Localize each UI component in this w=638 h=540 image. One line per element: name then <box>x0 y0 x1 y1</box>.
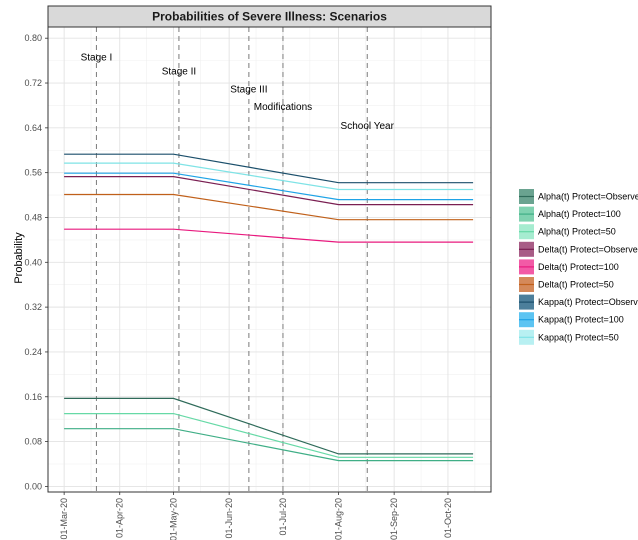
x-axis: 01-Mar-20 01-Apr-20 01-May-20 01-Jun-20 01-J… <box>59 492 453 540</box>
stage-label: School Year <box>341 121 395 132</box>
x-tick-label: 01-Oct-20 <box>443 498 453 538</box>
x-tick-label: 01-May-20 <box>169 498 179 540</box>
legend-label: Alpha(t) Protect=Observed <box>538 192 638 202</box>
legend-label: Delta(t) Protect=50 <box>538 280 614 290</box>
legend-item: Kappa(t) Protect=100 <box>519 312 624 328</box>
series-line <box>64 228 474 243</box>
x-tick-label: 01-Jul-20 <box>278 498 288 536</box>
legend-label: Kappa(t) Protect=100 <box>538 315 624 325</box>
legend-label: Alpha(t) Protect=100 <box>538 209 621 219</box>
series-line <box>64 193 474 221</box>
x-tick-label: 01-Aug-20 <box>334 498 344 540</box>
series-line <box>64 428 474 462</box>
y-tick-label: 0.80 <box>24 33 42 43</box>
legend-item: Delta(t) Protect=100 <box>519 259 619 275</box>
title-strip-background <box>47 5 492 28</box>
y-axis: 0.00 0.08 0.16 0.24 0.32 0.40 0.48 0.56 0.64 0.72… <box>24 33 48 491</box>
y-axis-title: Probability <box>13 232 25 284</box>
x-tick-label: 01-Apr-20 <box>115 498 125 538</box>
legend-label: Delta(t) Protect=100 <box>538 262 619 272</box>
legend-item: Delta(t) Protect=50 <box>519 277 614 292</box>
y-tick-label: 0.64 <box>24 123 42 133</box>
y-tick-label: 0.00 <box>24 481 42 491</box>
series-line <box>64 162 474 191</box>
legend-item: Delta(t) Protect=Observed <box>519 241 638 257</box>
stage-label: Stage III <box>230 85 267 96</box>
legend-item: Kappa(t) Protect=50 <box>519 329 619 345</box>
x-tick-label: 01-Sep-20 <box>389 498 399 540</box>
legend-label: Delta(t) Protect=Observed <box>538 244 638 254</box>
legend-label: Kappa(t) Protect=Observed <box>538 297 638 307</box>
legend-item: Alpha(t) Protect=50 <box>519 224 616 240</box>
series-line <box>64 413 474 458</box>
y-tick-label: 0.16 <box>24 392 42 402</box>
legend-item: Kappa(t) Protect=Observed <box>519 294 638 310</box>
plot-panel: Stage I Stage II Stage III Modifications Sch… <box>47 26 492 493</box>
legend-item: Alpha(t) Protect=100 <box>519 206 621 222</box>
y-tick-label: 0.08 <box>24 437 42 447</box>
series-line <box>64 176 474 206</box>
series-line <box>64 153 474 184</box>
chart-title-strip: Probabilities of Severe Illness: Scenari… <box>47 5 492 28</box>
stage-label: Stage II <box>162 67 196 78</box>
x-tick-label: 01-Mar-20 <box>59 498 69 540</box>
y-tick-label: 0.40 <box>24 257 42 267</box>
stage-label: Modifications <box>254 102 312 113</box>
legend-item: Alpha(t) Protect=Observed <box>519 189 638 204</box>
legend-label: Kappa(t) Protect=50 <box>538 332 619 342</box>
series-line <box>64 172 474 201</box>
plot-background <box>48 27 491 492</box>
legend: Alpha(t) Protect=Observed Alpha(t) Protec… <box>519 189 638 345</box>
y-tick-label: 0.72 <box>24 78 42 88</box>
y-tick-label: 0.56 <box>24 168 42 178</box>
y-tick-label: 0.48 <box>24 212 42 222</box>
x-tick-label: 01-Jun-20 <box>224 498 234 539</box>
stage-label: Stage I <box>81 53 113 64</box>
y-tick-label: 0.32 <box>24 302 42 312</box>
chart-title: Probabilities of Severe Illness: Scenari… <box>152 10 387 24</box>
legend-label: Alpha(t) Protect=50 <box>538 227 616 237</box>
series-line <box>64 397 474 455</box>
y-tick-label: 0.24 <box>24 347 42 357</box>
